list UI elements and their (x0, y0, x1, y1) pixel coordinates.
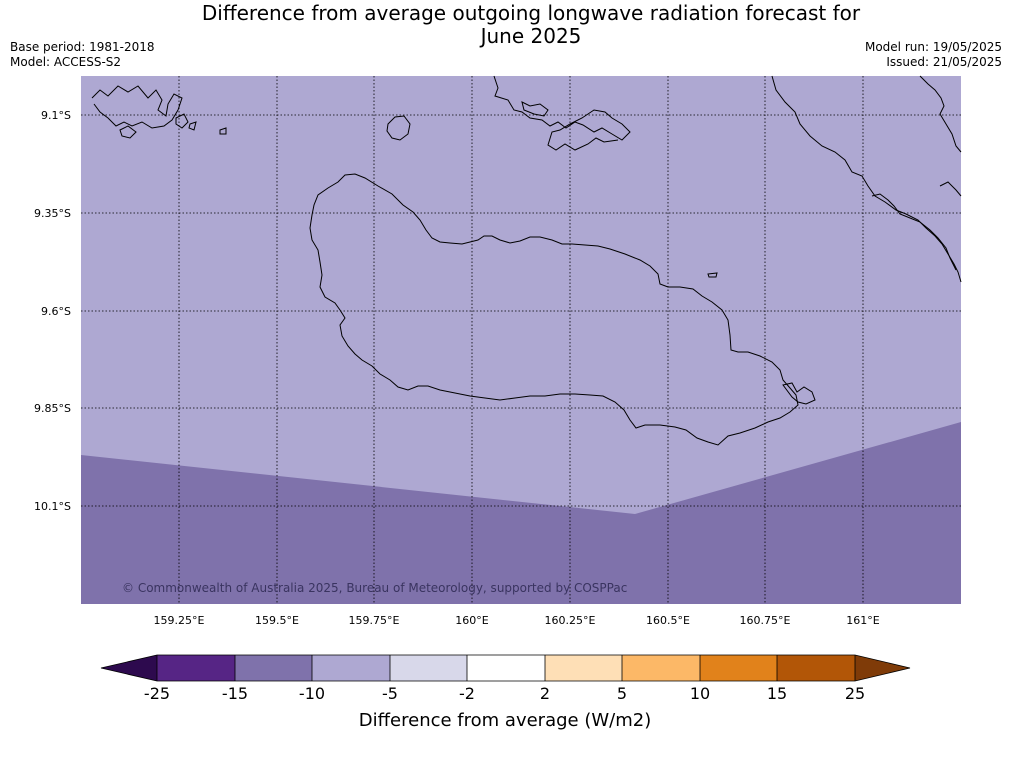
lon-label: 160.5°E (646, 614, 690, 627)
issued-date: Issued: 21/05/2025 (886, 55, 1002, 69)
model-run: Model run: 19/05/2025 (864, 40, 1002, 54)
latitude-labels: 9.1°S 9.35°S 9.6°S 9.85°S 10.1°S (34, 109, 71, 513)
maramasike (871, 193, 957, 271)
copyright-notice: © Commonwealth of Australia 2025, Bureau… (122, 581, 627, 595)
colorbar-tick: -5 (382, 684, 398, 703)
colorbar-bin (622, 655, 700, 681)
malaita-bay (939, 181, 962, 197)
lat-label: 10.1°S (34, 500, 71, 513)
lon-label: 159.25°E (154, 614, 205, 627)
colorbar-tick: -15 (222, 684, 248, 703)
lon-label: 160°E (455, 614, 488, 627)
malaita-north (919, 75, 962, 153)
russell-islands (91, 85, 183, 129)
graticule (81, 76, 961, 604)
colorbar-bin (312, 655, 390, 681)
colorbar-tick: 5 (617, 684, 627, 703)
colorbar-bin (545, 655, 622, 681)
malaita-coastline (771, 75, 962, 283)
title-line-2: June 2025 (480, 24, 582, 48)
nggela-detail (521, 101, 549, 117)
colorbar-tick: 25 (845, 684, 865, 703)
lat-label: 9.6°S (41, 305, 71, 318)
lon-label: 161°E (846, 614, 879, 627)
lon-label: 160.25°E (545, 614, 596, 627)
colorbar-tick: -25 (144, 684, 170, 703)
title-line-1: Difference from average outgoing longwav… (201, 1, 861, 25)
meta-left: Base period: 1981-2018 Model: ACCESS-S2 (10, 40, 155, 70)
colorbar-tick: 10 (690, 684, 710, 703)
colorbar-bin (467, 655, 545, 681)
colorbar-ticks: -25 -15 -10 -5 -2 2 5 10 15 25 (144, 684, 865, 703)
model-name: Model: ACCESS-S2 (10, 55, 122, 69)
islet-b (188, 121, 197, 131)
russell-islands-2 (119, 125, 137, 139)
lat-label: 9.1°S (41, 109, 71, 122)
lat-label: 9.35°S (34, 207, 71, 220)
colorbar-tick: 2 (540, 684, 550, 703)
marau-islets (782, 382, 816, 405)
colorbar-extend-high (855, 655, 910, 681)
base-period: Base period: 1981-2018 (10, 40, 155, 54)
small-island-2 (707, 272, 718, 278)
islet-c (219, 127, 227, 135)
colorbar-bin (157, 655, 235, 681)
florida-islands (493, 75, 631, 151)
colorbar-label: Difference from average (W/m2) (359, 710, 651, 731)
islet-a (175, 113, 189, 129)
lon-label: 159.5°E (255, 614, 299, 627)
colorbar-bin (700, 655, 777, 681)
lat-label: 9.85°S (34, 402, 71, 415)
colorbar-bin (390, 655, 467, 681)
meta-right: Model run: 19/05/2025 Issued: 21/05/2025 (865, 40, 1002, 70)
small-island-1 (386, 115, 411, 141)
colorbar-tick: -2 (459, 684, 475, 703)
lon-label: 160.75°E (740, 614, 791, 627)
map-field-dark (81, 422, 961, 604)
lon-label: 159.75°E (349, 614, 400, 627)
guadalcanal-coastline (309, 173, 799, 446)
longitude-labels: 159.25°E 159.5°E 159.75°E 160°E 160.25°E… (154, 614, 880, 627)
colorbar: -25 -15 -10 -5 -2 2 5 10 15 25 Differenc… (100, 654, 911, 731)
colorbar-bin (777, 655, 855, 681)
colorbar-tick: -10 (299, 684, 325, 703)
colorbar-extend-low (101, 655, 157, 681)
coastlines (91, 75, 962, 446)
colorbar-bin (235, 655, 312, 681)
colorbar-tick: 15 (767, 684, 787, 703)
